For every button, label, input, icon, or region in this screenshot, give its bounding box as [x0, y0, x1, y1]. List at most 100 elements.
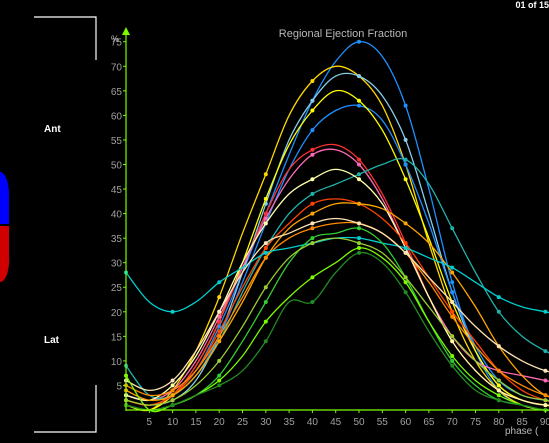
data-point — [450, 354, 455, 358]
data-point — [357, 226, 361, 231]
segment-label-ant: Ant — [44, 124, 61, 135]
data-point — [217, 324, 222, 329]
data-point — [263, 216, 268, 221]
data-point — [403, 137, 408, 142]
x-tick-label: 5 — [147, 417, 153, 428]
data-point — [310, 275, 315, 280]
y-tick-label: 10 — [111, 357, 123, 368]
data-point — [403, 250, 408, 255]
data-point — [450, 339, 455, 344]
y-tick-label: 45 — [111, 185, 123, 196]
data-point — [357, 246, 361, 250]
x-tick-label: 75 — [470, 417, 482, 428]
data-point — [263, 211, 268, 216]
y-tick-label: 30 — [111, 259, 123, 270]
x-tick-label: 45 — [330, 417, 342, 428]
series-15 — [124, 217, 549, 392]
data-point — [450, 265, 455, 270]
data-point — [450, 363, 455, 368]
data-point — [403, 162, 408, 167]
series-17 — [124, 250, 549, 412]
data-point — [357, 201, 361, 206]
series-line-18 — [125, 237, 549, 406]
x-tick-label: 40 — [307, 417, 319, 428]
data-point — [170, 309, 175, 314]
data-point — [217, 319, 222, 324]
data-point — [496, 378, 501, 383]
data-point — [263, 319, 268, 324]
series-2 — [124, 65, 549, 412]
data-point — [357, 236, 361, 241]
y-tick-label: 55 — [111, 136, 123, 147]
data-point — [496, 368, 501, 373]
data-point — [263, 221, 268, 226]
x-tick-label: 10 — [167, 417, 179, 428]
segment-label-lat: Lat — [44, 335, 59, 346]
series-line-16 — [125, 247, 549, 413]
data-point — [217, 339, 222, 344]
data-point — [170, 393, 175, 398]
series-1 — [124, 39, 549, 412]
data-point — [170, 403, 175, 408]
data-point — [450, 290, 455, 295]
data-point — [217, 309, 222, 314]
y-tick-label: 35 — [111, 234, 123, 245]
axis-layer: 5 10 15 20 25 30 35 40 45 50 55 60 65 70 75 5 10 15 20 25 30… — [111, 27, 549, 428]
data-point — [263, 172, 268, 177]
data-point — [310, 211, 315, 216]
series-line-10 — [125, 198, 549, 406]
y-tick-label: 70 — [111, 62, 123, 73]
x-tick-label: 30 — [260, 417, 272, 428]
data-point — [217, 295, 222, 300]
segment-anterior-wedge — [0, 172, 9, 224]
data-point — [403, 103, 408, 108]
x-tick-label: 70 — [447, 417, 459, 428]
data-point — [357, 241, 361, 246]
segment-lateral-wedge — [0, 226, 10, 283]
data-point — [496, 388, 501, 393]
data-point — [217, 280, 222, 285]
segment-panel — [0, 16, 97, 433]
data-point — [217, 378, 222, 383]
series-layer — [124, 39, 549, 413]
data-point — [496, 383, 501, 388]
x-axis-label: phase ( — [505, 426, 539, 437]
x-tick-label: 80 — [493, 417, 505, 428]
x-tick-label: 35 — [284, 417, 296, 428]
y-tick-label: 50 — [111, 160, 123, 171]
data-point — [403, 275, 408, 280]
data-point — [450, 300, 455, 304]
data-point — [450, 280, 455, 285]
data-point — [357, 162, 361, 167]
data-point — [263, 300, 268, 304]
y-tick-label: 60 — [111, 111, 123, 122]
series-line-7 — [125, 148, 549, 401]
data-point — [450, 226, 455, 231]
data-point — [217, 314, 222, 319]
data-point — [310, 79, 315, 83]
data-point — [310, 236, 315, 241]
data-point — [496, 295, 501, 300]
data-point — [217, 329, 222, 334]
bracket-top — [34, 16, 97, 60]
data-point — [310, 300, 315, 304]
data-point — [450, 314, 455, 319]
y-tick-label: 25 — [111, 283, 123, 294]
series-line-15 — [125, 217, 549, 392]
data-point — [496, 393, 501, 398]
data-point — [543, 368, 548, 373]
data-point — [310, 241, 315, 246]
x-tick-label: 90 — [540, 417, 549, 428]
series-line-13 — [125, 236, 549, 314]
y-tick-label: 5 — [116, 381, 122, 392]
y-tick-label: 65 — [111, 87, 123, 98]
data-point — [217, 358, 222, 363]
y-tick-label: 20 — [111, 308, 123, 319]
x-tick-label: 20 — [214, 417, 226, 428]
data-point — [357, 250, 361, 255]
y-tick-label: 40 — [111, 210, 123, 221]
y-axis-label: % — [111, 34, 119, 44]
chart-title: Regional Ejection Fraction — [279, 28, 407, 40]
data-point — [357, 98, 361, 103]
data-point — [170, 398, 175, 403]
